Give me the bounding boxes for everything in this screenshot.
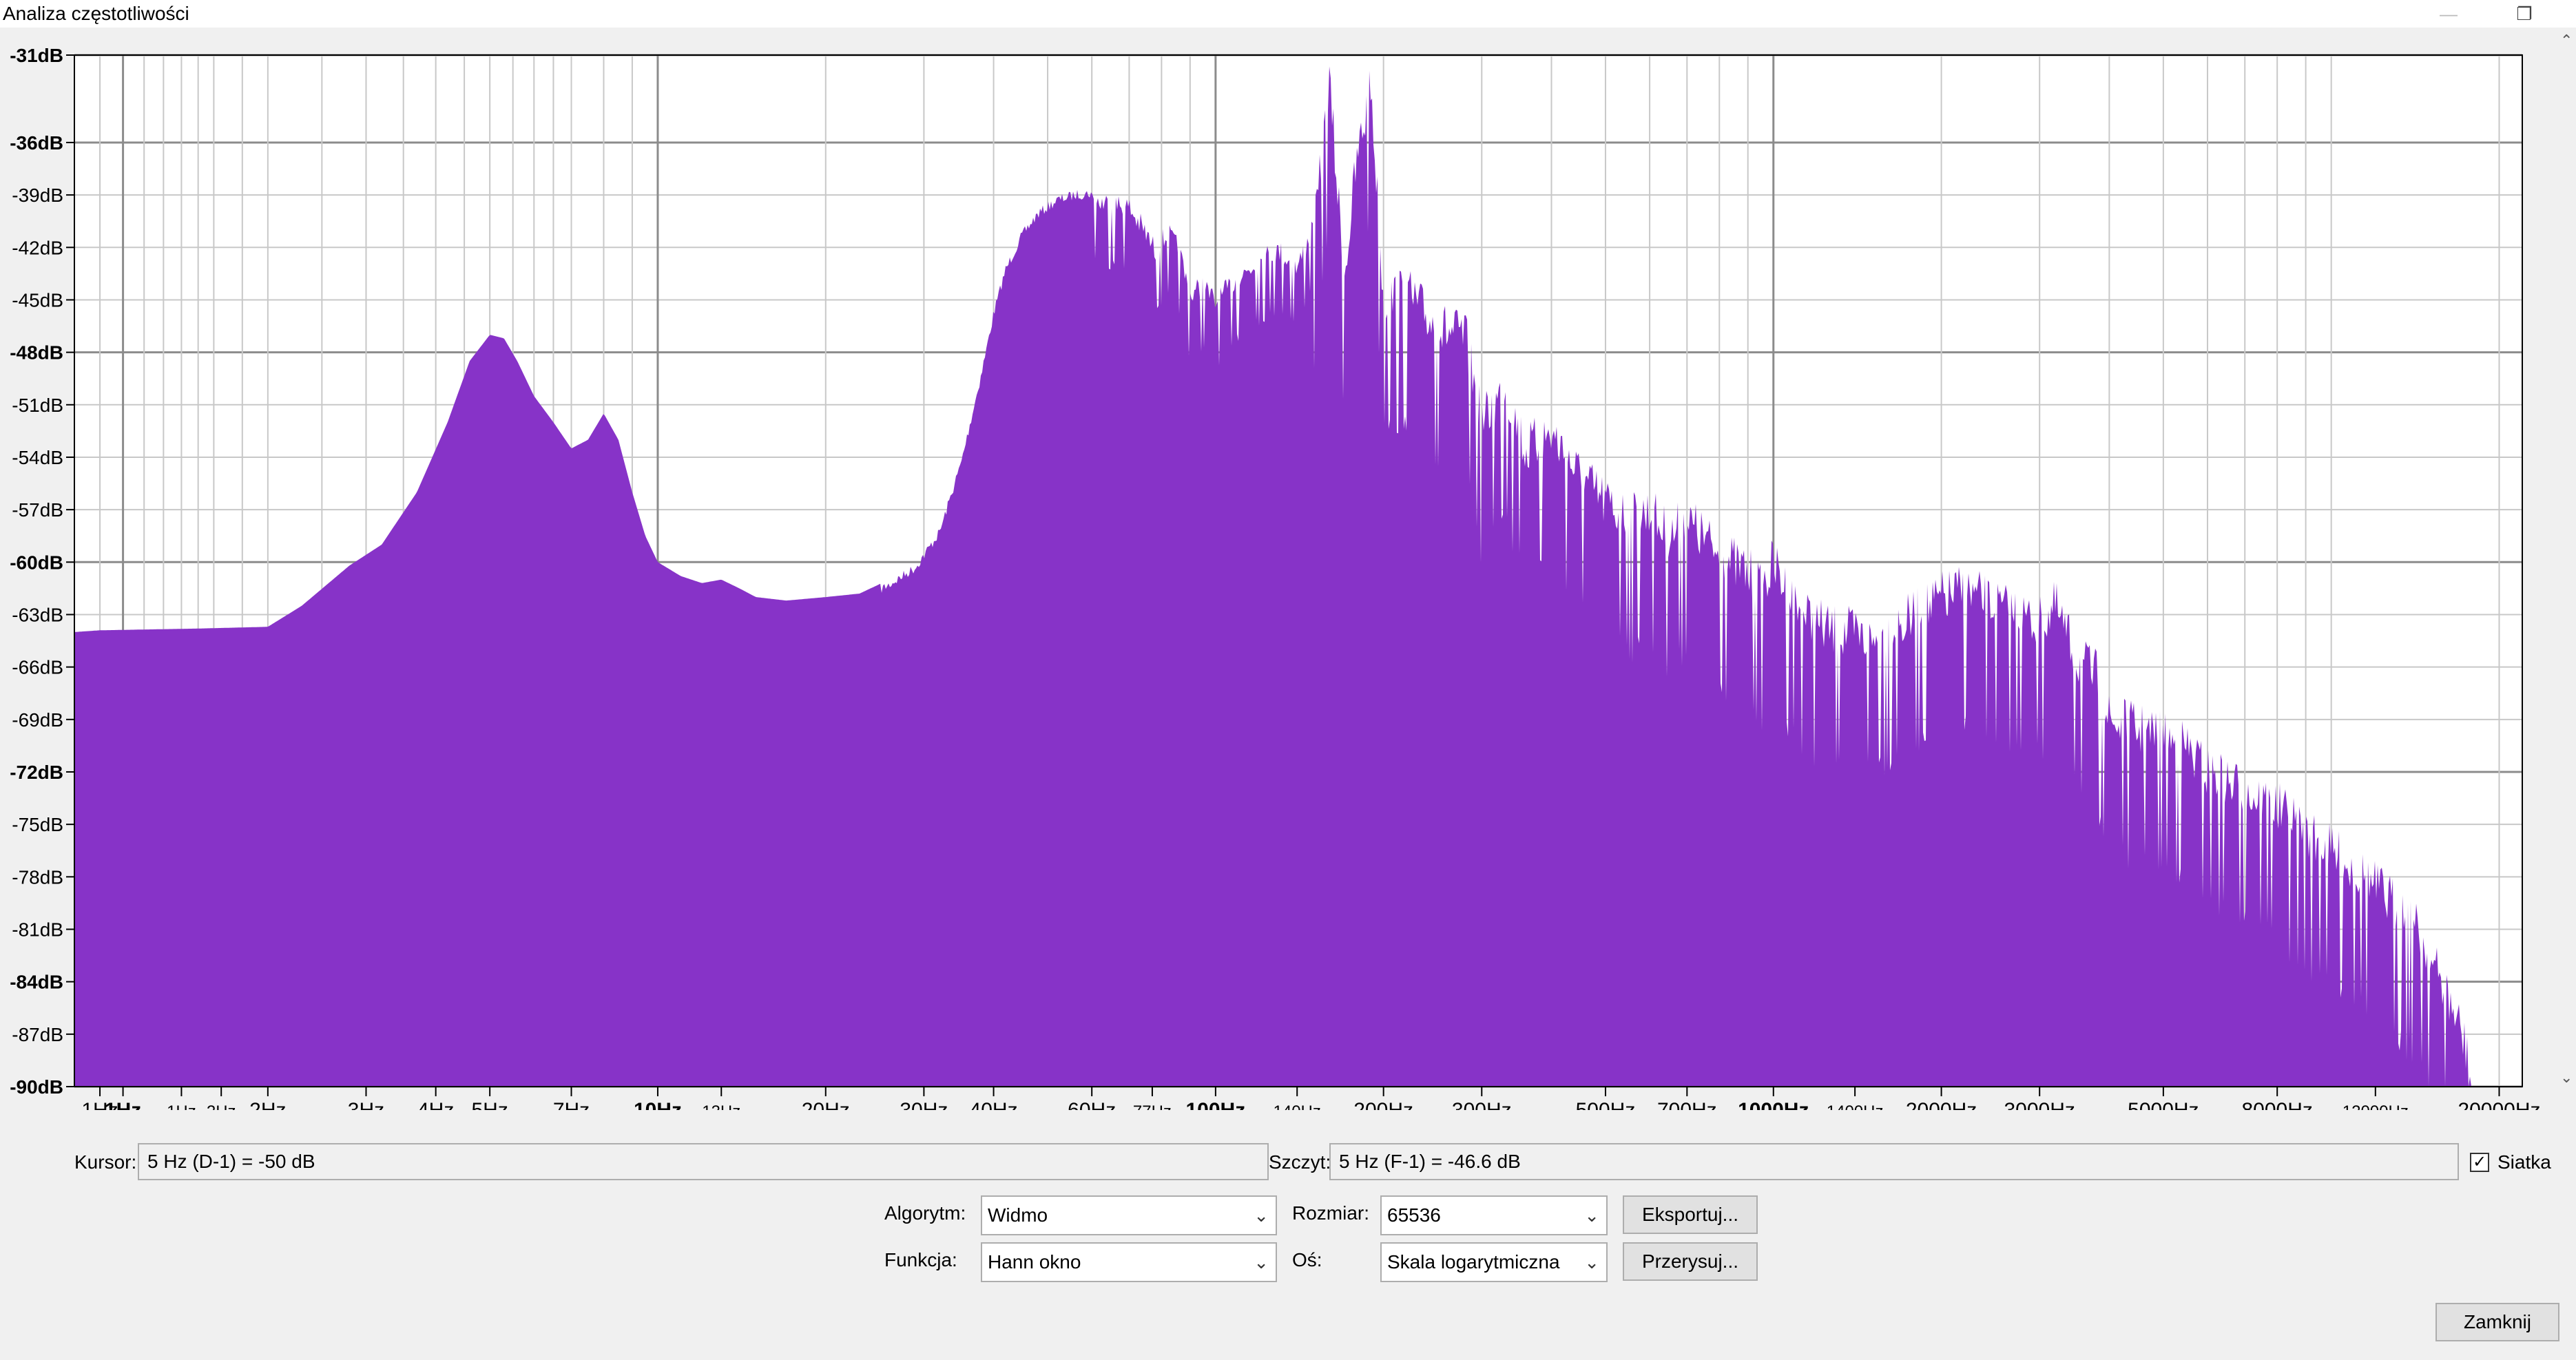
x-tick-label: 1Hz	[105, 1099, 141, 1110]
chevron-down-icon: ⌄	[1254, 1252, 1269, 1273]
x-tick-label: 1Hz	[167, 1102, 196, 1110]
title-bar: Analiza częstotliwości — ❐	[0, 0, 2576, 28]
y-tick-label: -45dB	[12, 289, 63, 311]
y-tick-label: -31dB	[10, 45, 63, 66]
y-tick-label: -63dB	[12, 604, 63, 625]
size-select[interactable]: 65536 ⌄	[1380, 1195, 1608, 1235]
algorithm-select[interactable]: Widmo ⌄	[981, 1195, 1277, 1235]
peak-readout: 5 Hz (F-1) = -46.6 dB	[1329, 1143, 2459, 1180]
scroll-down-icon[interactable]: ⌄	[2560, 1069, 2573, 1086]
cursor-readout: 5 Hz (D-1) = -50 dB	[138, 1143, 1269, 1180]
y-tick-label: -57dB	[12, 499, 63, 521]
function-select[interactable]: Hann okno ⌄	[981, 1242, 1277, 1282]
restore-icon[interactable]: ❐	[2516, 3, 2533, 24]
x-tick-label: 4Hz	[417, 1099, 454, 1110]
x-tick-label: 1000Hz	[1738, 1099, 1809, 1110]
scroll-up-icon[interactable]: ⌃	[2560, 32, 2573, 49]
y-tick-label: -36dB	[10, 132, 63, 154]
spectrum-area	[74, 66, 2474, 1087]
axis-label: Oś:	[1292, 1249, 1322, 1270]
y-tick-label: -78dB	[12, 866, 63, 888]
y-tick-label: -51dB	[12, 395, 63, 416]
chevron-down-icon: ⌄	[1584, 1252, 1599, 1273]
x-tick-label: 5000Hz	[2128, 1099, 2199, 1110]
x-tick-label: 2Hz	[207, 1102, 236, 1110]
x-tick-label: 2Hz	[249, 1099, 286, 1110]
x-tick-label: 500Hz	[1576, 1099, 1636, 1110]
y-tick-label: -42dB	[12, 237, 63, 258]
x-tick-label: 3Hz	[348, 1099, 384, 1110]
x-tick-label: 8000Hz	[2241, 1099, 2312, 1110]
x-tick-label: 140Hz	[1274, 1102, 1321, 1110]
grid-checkbox[interactable]: ✓	[2470, 1153, 2489, 1172]
x-tick-label: 40Hz	[970, 1099, 1018, 1110]
spectrum-plot-area[interactable]: -31dB -36dB -39dB -42dB -45dB -48dB -51dB -54dB…	[0, 28, 2576, 1110]
x-tick-label: 100Hz	[1186, 1099, 1246, 1110]
chevron-down-icon: ⌄	[1584, 1205, 1599, 1226]
x-tick-label: 1400Hz	[1827, 1102, 1884, 1110]
y-tick-label: -90dB	[10, 1076, 63, 1098]
y-tick-label: -60dB	[10, 552, 63, 573]
x-tick-label: 700Hz	[1657, 1099, 1717, 1110]
cursor-label: Kursor:	[74, 1151, 137, 1173]
window-title: Analiza częstotliwości	[3, 3, 189, 24]
x-tick-label: 2000Hz	[1906, 1099, 1977, 1110]
x-tick-label: 3000Hz	[2004, 1099, 2075, 1110]
y-tick-label: -72dB	[10, 762, 63, 783]
function-value: Hann okno	[988, 1251, 1081, 1273]
function-label: Funkcja:	[884, 1249, 957, 1270]
x-tick-label: 60Hz	[1068, 1099, 1116, 1110]
y-tick-label: -84dB	[10, 972, 63, 993]
x-tick-label: 200Hz	[1353, 1099, 1413, 1110]
spectrum-chart[interactable]: -31dB -36dB -39dB -42dB -45dB -48dB -51dB -54dB…	[0, 28, 2557, 1110]
plot-border	[74, 54, 2523, 1087]
x-tick-label: 20Hz	[802, 1099, 850, 1110]
x-tick-label: 12000Hz	[2343, 1102, 2409, 1110]
x-tick-label: 77Hz	[1133, 1102, 1172, 1110]
minimize-icon[interactable]: —	[2440, 3, 2458, 24]
vertical-scrollbar[interactable]: ⌃ ⌄	[2558, 28, 2576, 1094]
x-tick-label: 10Hz	[634, 1099, 682, 1110]
y-tick-label: -87dB	[12, 1024, 63, 1045]
export-button[interactable]: Eksportuj...	[1623, 1195, 1758, 1234]
y-tick-label: -48dB	[10, 342, 63, 364]
replot-button[interactable]: Przerysuj...	[1623, 1242, 1758, 1281]
axis-select[interactable]: Skala logarytmiczna ⌄	[1380, 1242, 1608, 1282]
peak-label: Szczyt:	[1269, 1151, 1331, 1173]
chevron-down-icon: ⌄	[1254, 1205, 1269, 1226]
x-tick-label: 20000Hz	[2458, 1099, 2540, 1110]
x-tick-label: 300Hz	[1452, 1099, 1512, 1110]
y-tick-label: -69dB	[12, 709, 63, 731]
algorithm-value: Widmo	[988, 1204, 1048, 1226]
size-value: 65536	[1387, 1204, 1441, 1226]
grid-label: Siatka	[2497, 1151, 2551, 1173]
y-tick-label: -75dB	[12, 814, 63, 835]
close-button[interactable]: Zamknij	[2435, 1303, 2559, 1341]
y-tick-label: -66dB	[12, 657, 63, 678]
size-label: Rozmiar:	[1292, 1202, 1370, 1224]
x-tick-label: 7Hz	[553, 1099, 590, 1110]
x-tick-label: 5Hz	[471, 1099, 508, 1110]
axis-value: Skala logarytmiczna	[1387, 1251, 1560, 1273]
algorithm-label: Algorytm:	[884, 1202, 966, 1224]
x-tick-label: 13Hz	[702, 1102, 740, 1110]
y-tick-label: -39dB	[12, 185, 63, 206]
x-tick-label: 30Hz	[900, 1099, 948, 1110]
y-tick-label: -81dB	[12, 919, 63, 940]
y-tick-label: -54dB	[12, 447, 63, 468]
x-tick-label: 1Hz	[81, 1099, 118, 1110]
